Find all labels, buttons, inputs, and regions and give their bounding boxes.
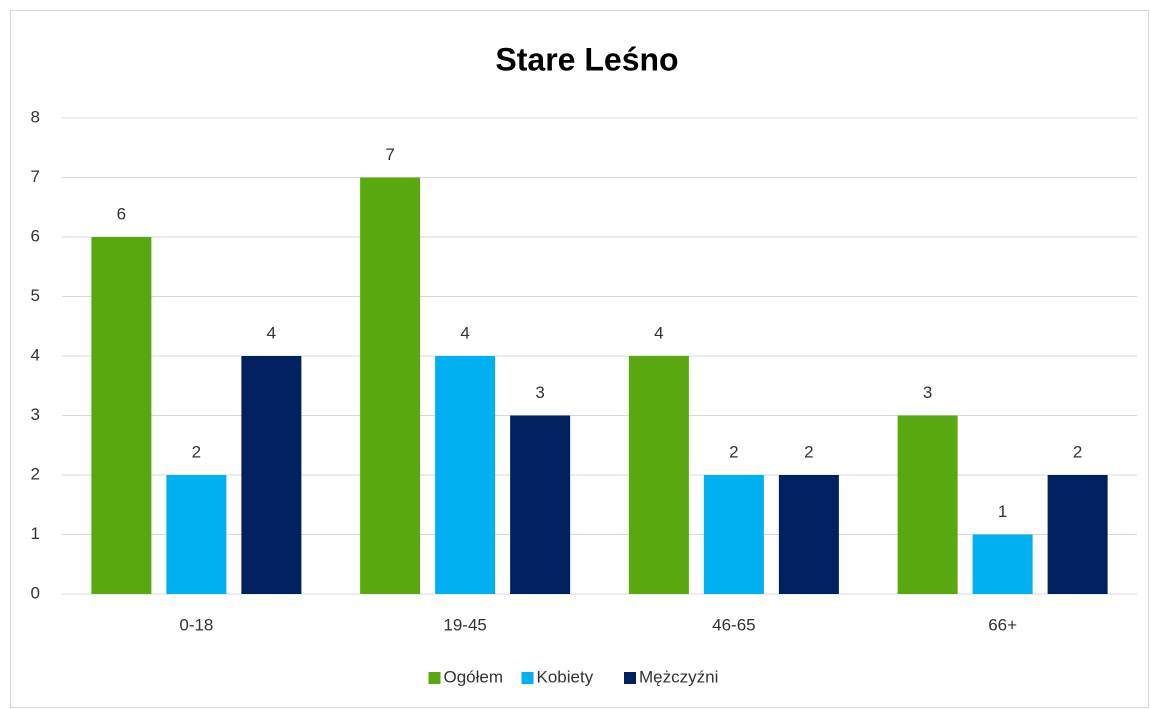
bar [241,356,302,594]
bar [166,475,227,594]
data-label: 3 [923,383,932,402]
data-label: 7 [385,145,394,164]
y-tick-label: 1 [31,524,40,543]
y-tick-label: 6 [31,226,40,245]
y-tick-label: 5 [31,286,40,305]
data-label: 4 [460,323,469,342]
bar [778,475,839,594]
y-tick-label: 7 [31,167,40,186]
y-tick-label: 4 [31,345,40,364]
data-label: 1 [998,502,1007,521]
y-tick-label: 2 [31,464,40,483]
legend-swatch [428,672,441,684]
y-tick-label: 8 [31,107,40,126]
bar [972,534,1033,594]
data-label: 2 [804,442,813,461]
data-label: 2 [729,442,738,461]
data-label: 4 [267,323,276,342]
bar [897,415,958,594]
bar [91,237,152,594]
bar [360,177,421,594]
y-tick-label: 0 [31,583,40,602]
data-label: 3 [535,383,544,402]
bar [510,415,571,594]
data-label: 2 [192,442,201,461]
data-label: 4 [654,323,663,342]
legend-label: Kobiety [537,667,594,686]
data-label: 6 [117,204,126,223]
data-label: 2 [1073,442,1082,461]
y-tick-label: 3 [31,405,40,424]
legend-swatch [521,672,534,684]
legend-swatch [624,672,636,684]
chart-border [10,10,1149,708]
legend-label: Mężczyźni [639,667,718,686]
x-tick-label: 66+ [988,615,1017,634]
bar [703,475,764,594]
chart-title: Stare Leśno [495,41,678,77]
bar [1047,475,1108,594]
x-tick-label: 46-65 [712,615,755,634]
bar [435,356,496,594]
bar [628,356,689,594]
x-tick-label: 19-45 [443,615,486,634]
x-tick-label: 0-18 [179,615,213,634]
legend-label: Ogółem [444,667,504,686]
